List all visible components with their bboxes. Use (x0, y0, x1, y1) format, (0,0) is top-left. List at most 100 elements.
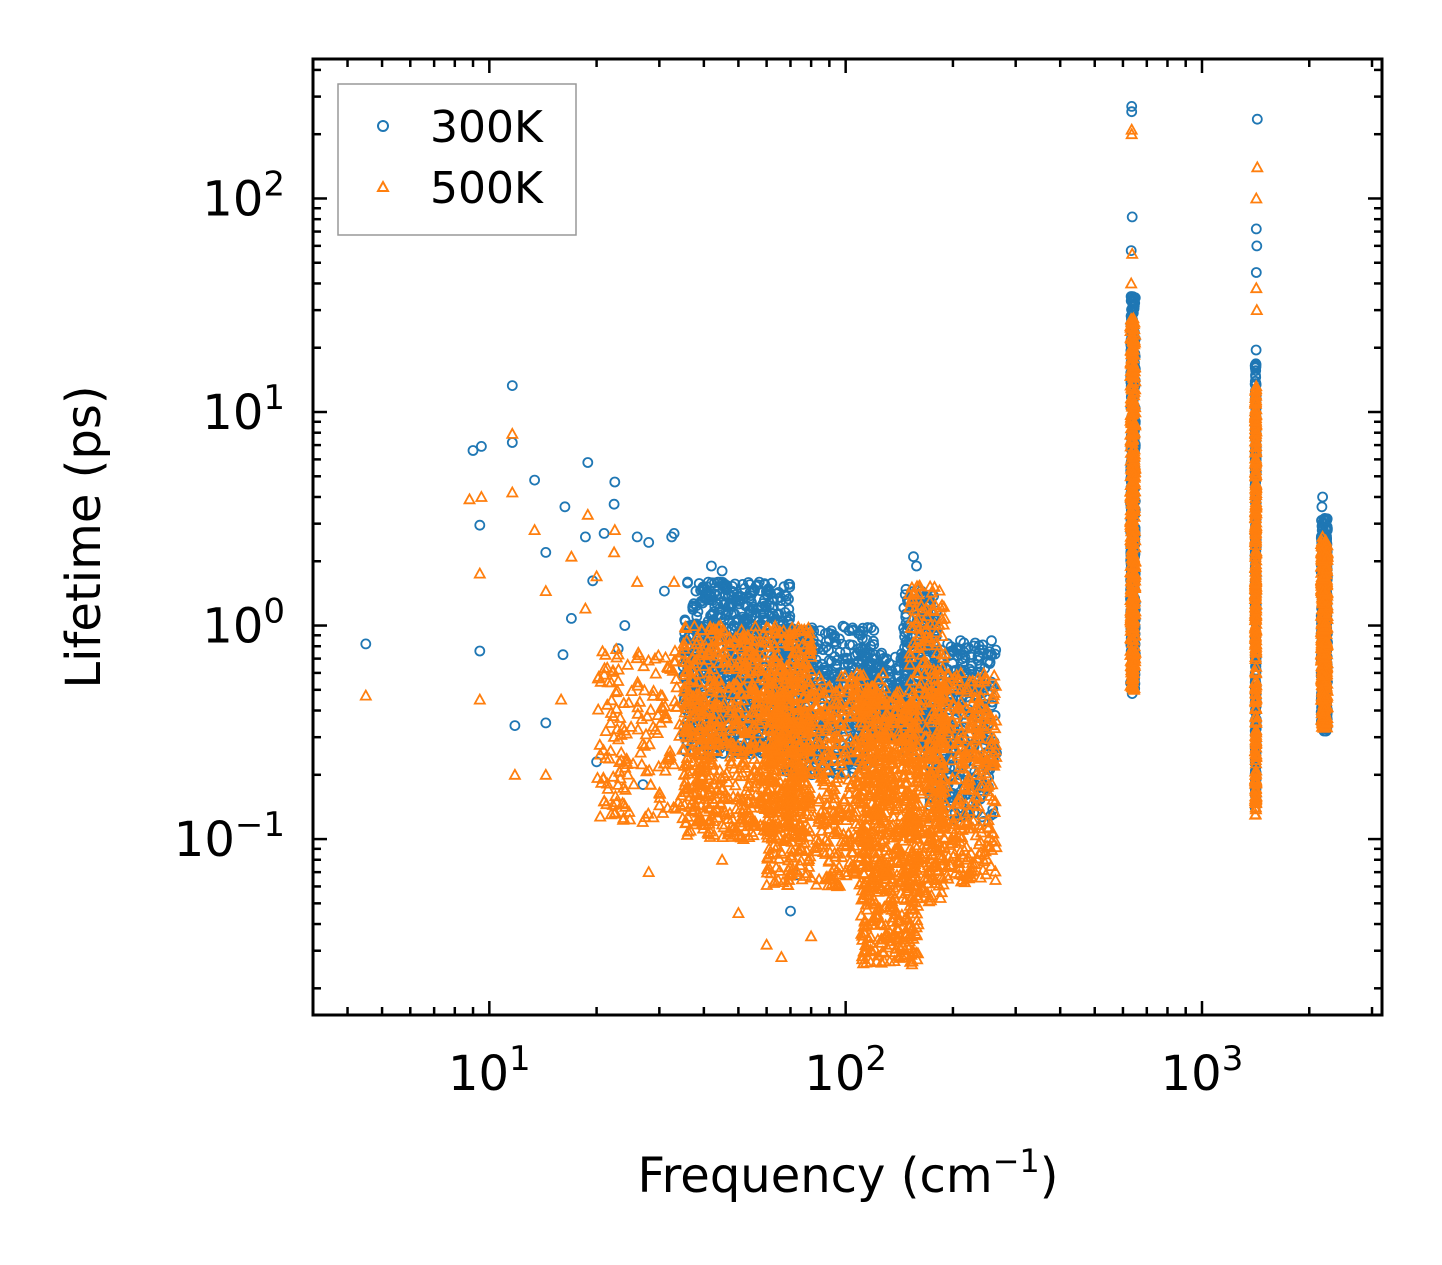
point-500k (632, 648, 646, 661)
point-500k (803, 626, 817, 639)
point-500k (651, 708, 665, 720)
point-500k (718, 650, 732, 662)
point-300k (566, 613, 577, 624)
point-500k (597, 667, 611, 680)
point-500k (669, 672, 683, 684)
point-300k (1126, 101, 1138, 112)
point-500k (616, 781, 630, 793)
point-500k (707, 697, 722, 710)
point-500k (752, 764, 767, 777)
point-500k (667, 800, 681, 813)
point-500k (804, 637, 818, 649)
point-500k (680, 633, 694, 646)
point-500k (639, 764, 654, 777)
point-500k (620, 752, 634, 764)
point-500k (696, 718, 710, 731)
point-500k (702, 800, 716, 813)
point-300k (759, 594, 770, 606)
point-500k (796, 637, 810, 650)
point-300k (1126, 211, 1138, 223)
point-300k (714, 576, 725, 588)
point-500k (751, 663, 765, 676)
point-500k (770, 654, 784, 667)
point-300k (958, 646, 970, 658)
point-300k (668, 528, 680, 539)
point-500k (686, 785, 700, 798)
point-500k (734, 686, 748, 699)
point-500k (621, 658, 635, 670)
point-500k (804, 664, 818, 676)
point-500k (652, 785, 667, 798)
point-500k (646, 719, 660, 732)
point-500k (751, 726, 765, 739)
point-500k (631, 722, 645, 735)
point-300k (1250, 223, 1262, 235)
point-500k (611, 778, 625, 790)
point-500k (695, 747, 709, 760)
point-500k (745, 687, 759, 699)
point-500k (684, 728, 699, 741)
point-500k (774, 636, 788, 649)
point-500k (624, 720, 638, 732)
point-500k (704, 782, 718, 795)
point-500k (712, 737, 726, 750)
point-500k (617, 797, 631, 810)
point-500k (677, 758, 691, 771)
point-500k (722, 705, 736, 718)
point-500k (728, 648, 742, 661)
point-500k (720, 736, 734, 749)
point-500k (603, 716, 618, 728)
point-500k (716, 631, 730, 644)
point-500k (682, 684, 696, 697)
point-500k (638, 810, 652, 822)
point-500k (610, 650, 624, 663)
point-500k (661, 750, 675, 763)
point-500k (598, 647, 612, 660)
point-300k (744, 605, 755, 616)
point-500k (702, 702, 716, 715)
point-500k (677, 767, 691, 780)
point-300k (475, 440, 487, 452)
point-500k (699, 704, 713, 717)
point-300k (959, 652, 971, 663)
point-500k (708, 674, 722, 687)
point-500k (688, 797, 702, 810)
point-500k (708, 634, 722, 647)
point-500k (717, 624, 732, 637)
point-500k (742, 711, 756, 724)
point-500k (680, 751, 694, 763)
point-500k (746, 828, 760, 841)
point-500k (678, 778, 692, 791)
point-300k (880, 653, 892, 664)
point-300k (540, 717, 552, 729)
point-500k (703, 623, 717, 635)
point-500k (747, 763, 761, 776)
point-300k (860, 652, 872, 664)
point-500k (644, 702, 658, 715)
point-300k (823, 645, 834, 656)
point-500k (678, 683, 692, 695)
point-300k (682, 576, 693, 588)
point-300k (726, 585, 738, 597)
point-500k (715, 817, 729, 830)
point-500k (694, 798, 708, 811)
point-300k (722, 601, 734, 612)
point-300k (540, 547, 552, 558)
point-500k (618, 760, 632, 773)
data-points (359, 101, 1335, 970)
point-300k (765, 588, 777, 600)
point-500k (747, 705, 761, 717)
point-300k (1251, 240, 1263, 252)
point-500k (697, 694, 711, 707)
point-300k (643, 537, 655, 548)
point-300k (580, 531, 591, 543)
point-500k (741, 779, 755, 792)
point-500k (631, 675, 645, 688)
point-500k (658, 707, 673, 719)
point-500k (642, 737, 657, 750)
point-500k (746, 639, 760, 651)
point-500k (714, 711, 728, 724)
point-500k (761, 811, 775, 824)
point-500k (614, 728, 628, 740)
point-500k (778, 630, 792, 643)
